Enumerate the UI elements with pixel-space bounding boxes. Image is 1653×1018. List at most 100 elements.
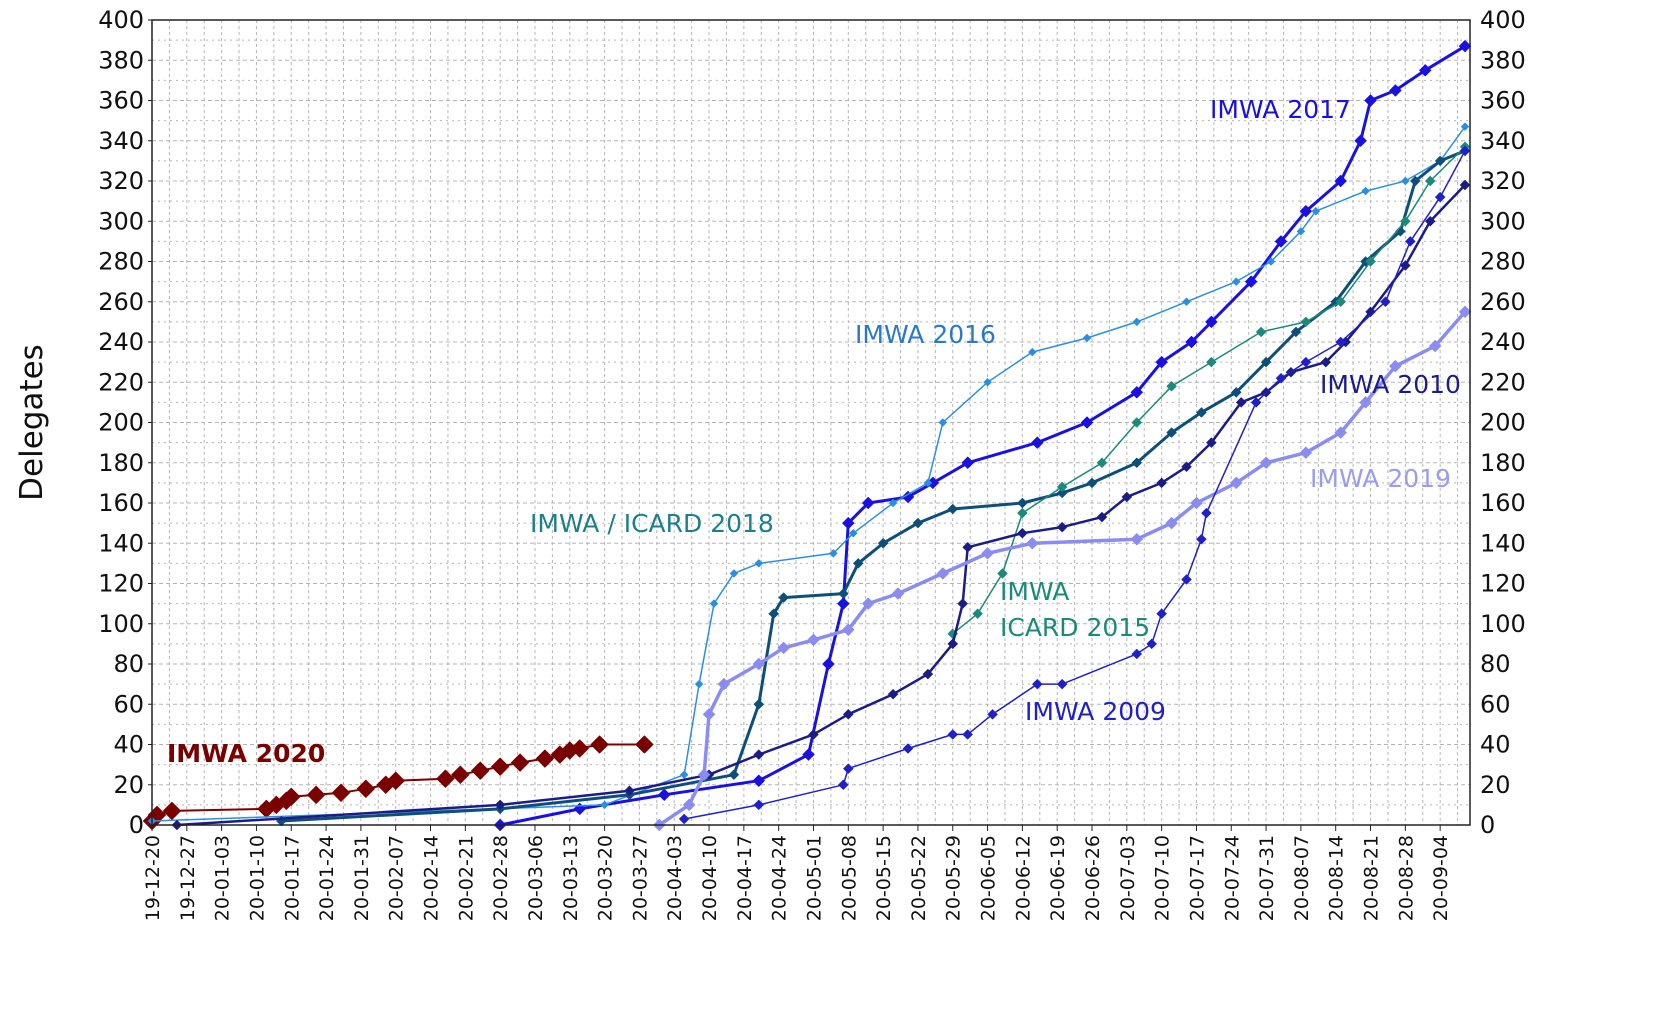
y-tick-label-right: 0: [1480, 811, 1495, 839]
data-point: [709, 599, 719, 608]
series-label: IMWA 2017: [1210, 95, 1351, 124]
data-point: [962, 729, 974, 740]
data-point: [1259, 456, 1273, 470]
x-tick-label: 20-07-31: [1256, 835, 1278, 921]
data-point: [1458, 305, 1472, 319]
y-tick-label-right: 340: [1480, 127, 1526, 155]
data-point: [1205, 315, 1218, 329]
x-axis: 19-12-20 19-12-27 20-01-03 20-01-10 20-01-17…: [142, 825, 1452, 921]
x-tick-label: 20-08-07: [1291, 835, 1313, 921]
data-point: [1359, 396, 1372, 409]
data-point: [1181, 461, 1192, 473]
grid: [151, 19, 1470, 826]
data-point: [807, 633, 820, 647]
x-tick-label: 20-07-03: [1117, 835, 1139, 921]
data-point: [494, 799, 506, 811]
data-point: [1056, 481, 1068, 493]
data-point: [1017, 507, 1028, 519]
data-point: [635, 735, 654, 754]
data-point: [837, 779, 849, 791]
data-point: [1056, 678, 1068, 690]
series-imwa-2016: [147, 122, 1470, 826]
y-axis-label: Delegates: [14, 344, 50, 501]
data-point: [1434, 155, 1446, 167]
data-point: [754, 559, 764, 568]
data-point: [1244, 275, 1258, 288]
y-tick-label: 380: [98, 46, 144, 74]
x-tick-label: 20-07-10: [1152, 835, 1174, 921]
data-point: [848, 528, 858, 538]
data-point: [679, 770, 689, 780]
y-tick-label-right: 20: [1480, 771, 1511, 799]
x-tick-label: 19-12-27: [177, 835, 199, 921]
data-point: [837, 588, 849, 599]
data-point: [657, 788, 671, 802]
data-point: [1096, 511, 1108, 523]
data-point: [861, 496, 875, 510]
y-tick-label: 320: [98, 167, 144, 195]
y-tick-label: 40: [113, 731, 144, 759]
data-point: [1235, 397, 1247, 408]
x-tick-label: 20-09-04: [1430, 835, 1452, 921]
data-point: [1156, 608, 1167, 620]
y-tick-label-right: 160: [1480, 489, 1526, 517]
data-point: [808, 729, 819, 740]
data-point: [1082, 333, 1092, 343]
data-point: [1030, 436, 1044, 449]
y-tick-label: 400: [98, 6, 144, 34]
series-imwa-icard-2015: [947, 141, 1471, 640]
data-point: [961, 456, 975, 470]
data-point: [1027, 347, 1037, 357]
data-point: [1459, 145, 1471, 157]
series-group: [142, 39, 1472, 832]
data-point: [728, 769, 740, 781]
x-tick-label: 20-06-19: [1047, 835, 1069, 921]
y-tick-label: 100: [98, 610, 144, 638]
data-point: [1404, 236, 1416, 247]
data-point: [1424, 215, 1436, 227]
data-point: [1096, 457, 1108, 469]
series-line-imwa-2017: [499, 44, 1466, 827]
data-point: [861, 597, 875, 610]
data-point: [1334, 174, 1348, 188]
data-point: [887, 688, 899, 700]
data-point: [888, 498, 898, 508]
data-point: [822, 657, 835, 671]
data-point: [1201, 507, 1212, 519]
data-point: [1206, 356, 1217, 368]
y-tick-label-right: 280: [1480, 248, 1526, 276]
y-tick-label: 220: [98, 368, 144, 396]
data-point: [490, 757, 510, 776]
data-point: [1290, 326, 1302, 338]
data-point: [1418, 63, 1432, 77]
y-tick-label: 360: [98, 87, 144, 115]
series-imwa-2020: [142, 735, 654, 831]
data-point: [306, 785, 326, 805]
data-point: [600, 800, 609, 810]
data-point: [1389, 84, 1402, 97]
x-tick-label: 20-01-17: [281, 835, 303, 921]
y-tick-label-right: 240: [1480, 328, 1526, 356]
data-point: [470, 761, 490, 781]
data-point: [1250, 397, 1262, 408]
data-point: [1025, 536, 1039, 550]
data-point: [1131, 417, 1143, 428]
data-point: [1206, 437, 1217, 448]
data-point: [702, 707, 716, 721]
y-tick-label-right: 220: [1480, 368, 1526, 396]
x-tick-label: 20-05-22: [908, 835, 930, 921]
x-tick-label: 20-01-10: [246, 835, 268, 921]
x-tick-label: 20-03-20: [595, 835, 617, 921]
data-point: [697, 768, 711, 782]
data-point: [922, 668, 934, 680]
x-tick-label: 20-03-27: [629, 835, 651, 921]
data-point: [1399, 215, 1411, 227]
y-tick-label-right: 380: [1480, 46, 1526, 74]
data-point: [753, 749, 765, 760]
data-point: [947, 638, 959, 650]
data-point: [624, 785, 635, 797]
data-point: [1266, 257, 1276, 266]
data-point: [891, 587, 905, 600]
y-tick-label-right: 80: [1480, 650, 1511, 678]
